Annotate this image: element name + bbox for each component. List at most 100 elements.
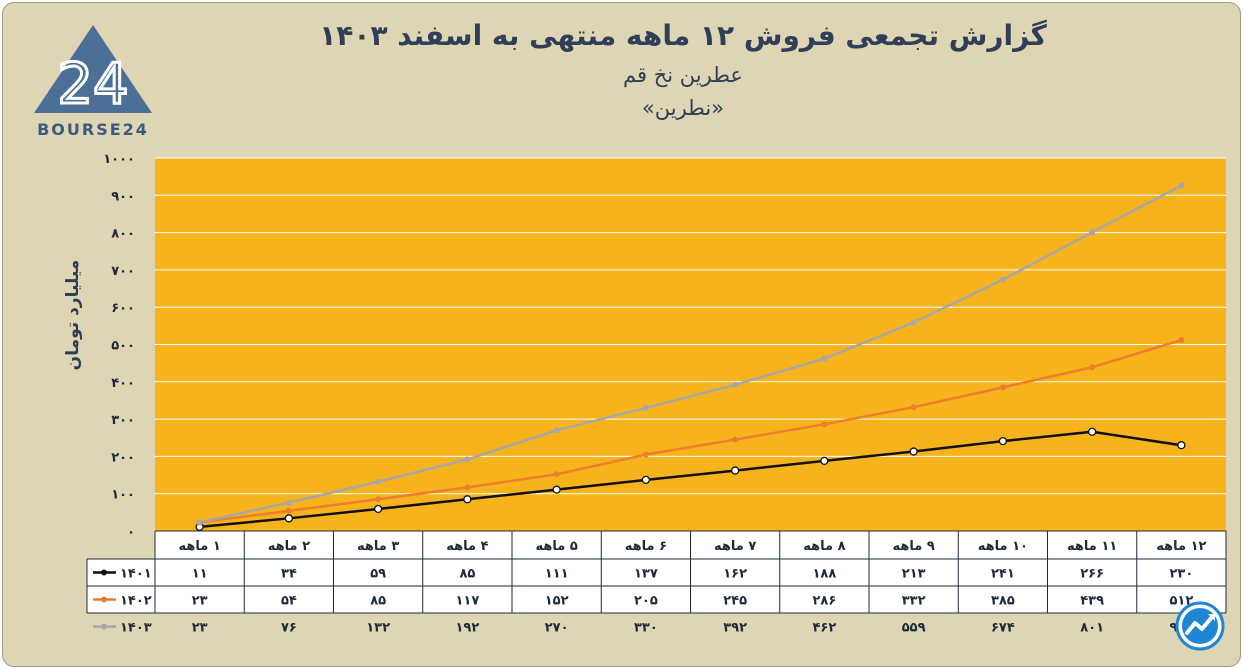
table-cell-value: ۲۳ [192,594,208,609]
table-cell-value: ۵۹ [370,567,386,582]
data-point [552,485,561,494]
logo-text: BOURSE24 [37,120,149,139]
data-point [463,495,472,504]
table-cell-value: ۶۷۴ [991,621,1015,636]
data-point [284,514,294,523]
data-point [730,466,740,475]
data-point [820,456,829,466]
x-tick-label: ۹ ماهه [892,539,934,554]
table-cell-value: ۳۳۰ [634,621,658,636]
table-cell-value: ۷۶ [281,621,297,636]
data-point [553,427,560,434]
series-lines [195,182,1186,532]
table-cell-value: ۳۳۲ [902,594,926,609]
data-point [998,436,1008,446]
data-point [375,496,382,503]
data-point [641,475,651,485]
table-cell-value: ۲۸۶ [812,594,836,609]
y-tick-label: ۰ [127,525,135,540]
data-point [999,384,1006,391]
table-cell-value: ۱۱۷ [455,594,479,609]
x-tick-label: ۱ ماهه [178,539,220,554]
data-point [1177,441,1186,450]
x-tick-label: ۲ ماهه [268,539,310,554]
table-cell-value: ۳۴ [281,567,297,582]
data-point [375,478,382,485]
x-tick-label: ۱۲ ماهه [1156,539,1206,554]
table-cell-value: ۲۷۰ [545,621,569,636]
data-point [732,436,739,443]
x-tick-label: ۸ ماهه [803,539,845,554]
table-cell-value: ۵۱۲ [1169,594,1193,609]
data-point [909,447,918,456]
data-point [821,355,828,362]
table-cell-value: ۱۳۲ [366,621,390,636]
table-cell-value: ۱۱ [192,567,208,582]
legend-swatch-marker [101,596,107,603]
data-point [196,519,203,526]
y-tick-label: ۵۰۰ [111,339,135,354]
table-cell-value: ۲۴۱ [991,567,1015,582]
y-tick-label: ۳۰۰ [111,413,135,428]
logo-numeral: 24 [57,52,128,117]
series-line [199,338,1182,524]
y-tick-label: ۸۰۰ [111,227,135,242]
table-cell-value: ۵۵۹ [902,621,926,636]
table-cell-value: ۱۱۱ [545,567,569,582]
table-cell-value: ۵۴ [281,594,297,609]
data-point [553,471,560,478]
table-cell-value: ۴۳۹ [1080,594,1104,609]
data-point [642,404,649,411]
table-cell-value: ۸۵ [459,567,475,582]
data-point [373,504,383,514]
legend-swatch-marker [101,623,107,630]
x-tick-label: ۴ ماهه [446,539,488,554]
table-cell-value: ۲۱۳ [902,567,926,582]
table-cell-value: ۲۴۵ [723,594,747,609]
bourse24-logo-icon: 24 [34,25,152,119]
y-tick-label: ۹۰۰ [111,189,135,204]
data-point [910,404,917,411]
series-line [199,430,1182,529]
table-cell-value: ۲۳۰ [1169,567,1193,582]
x-tick-label: ۵ ماهه [535,539,577,554]
data-point [642,451,649,458]
table-cell-value: ۱۹۲ [455,621,479,636]
x-tick-label: ۱۱ ماهه [1067,539,1117,554]
series-line [199,184,1182,524]
data-point [910,319,917,326]
data-point [1089,364,1096,371]
legend-label: ۱۴۰۳ [120,621,152,636]
legend-label: ۱۴۰۲ [120,594,152,609]
table-cell-value: ۲۳ [192,621,208,636]
data-point [1178,182,1185,189]
ticker-symbol: «نطرین» [641,96,725,120]
data-point [464,484,471,491]
company-name: عطرین نخ قم [623,63,743,87]
legend-label: ۱۴۰۱ [120,567,152,582]
table-cell-value: ۸۰۱ [1080,621,1104,636]
x-tick-label: ۷ ماهه [714,539,756,554]
chart-title: گزارش تجمعی فروش ۱۲ ماهه منتهی به اسفند … [319,19,1047,52]
y-tick-label: ۷۰۰ [111,264,135,279]
data-point [1089,229,1096,236]
data-point [999,276,1006,283]
y-tick-label: ۲۰۰ [111,450,135,465]
data-point [1178,337,1185,344]
data-point [1087,427,1097,436]
table-cell-value: ۸۵ [370,594,386,609]
y-tick-label: ۴۰۰ [111,376,135,391]
table-cell-value: ۱۳۷ [634,567,658,582]
line-chart: ۰ ۱۰۰ ۲۰۰ ۳۰۰ ۴۰۰ ۵۰۰ ۶۰۰ ۷۰۰ ۸۰۰ ۹۰۰ ۱۰۰۰ ۱ ماهه ۲… [86,152,1227,636]
table-cell-value: ۲۰۵ [634,594,658,609]
trend-arrow-icon [1175,601,1225,651]
y-tick-label: ۱۰۰ [111,488,135,503]
table-cell-value: ۱۵۲ [545,594,569,609]
data-point [285,499,292,506]
table-cell-value: ۱۸۸ [812,567,836,582]
table-cell-value: ۲۶۶ [1080,567,1104,582]
legend-swatch-marker [101,569,107,576]
data-point [285,507,292,514]
plot-area: ۰ ۱۰۰ ۲۰۰ ۳۰۰ ۴۰۰ ۵۰۰ ۶۰۰ ۷۰۰ ۸۰۰ ۹۰۰ ۱۰۰۰ [103,152,1226,540]
